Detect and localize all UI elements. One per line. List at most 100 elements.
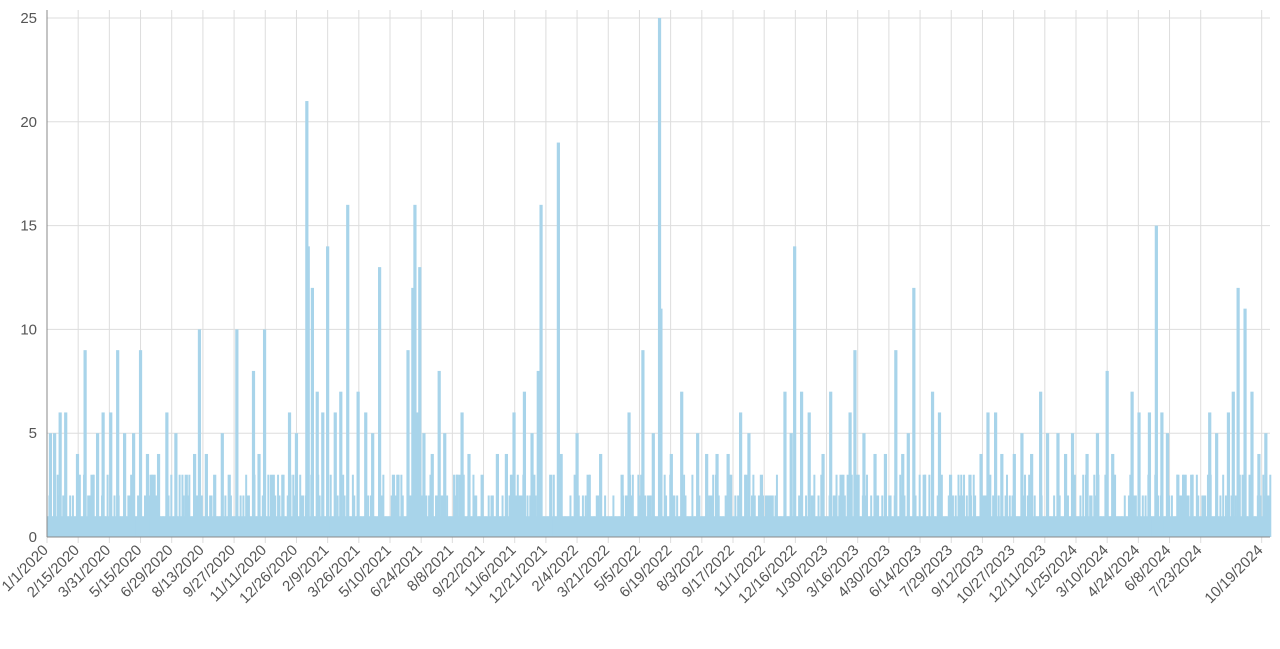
bar — [1137, 412, 1141, 537]
bar — [203, 516, 206, 537]
bar — [731, 516, 734, 537]
bar — [566, 516, 569, 537]
bar — [189, 516, 192, 537]
bar — [1066, 495, 1069, 537]
bar — [430, 453, 434, 537]
bar — [533, 474, 536, 537]
bar — [324, 516, 327, 537]
bar — [543, 516, 546, 537]
bar — [332, 516, 335, 537]
bar — [593, 516, 596, 537]
bar — [522, 391, 527, 537]
bar — [274, 495, 277, 537]
bar — [676, 495, 679, 537]
bar — [333, 412, 337, 537]
bar — [56, 474, 59, 537]
bar — [387, 516, 390, 537]
bar — [699, 516, 702, 537]
bar — [186, 495, 189, 537]
bar — [798, 495, 801, 537]
bar — [67, 516, 70, 537]
bar — [113, 495, 116, 537]
bar — [297, 516, 300, 537]
bar — [292, 474, 295, 537]
bar — [942, 516, 945, 537]
bar — [1222, 474, 1225, 537]
bar — [408, 495, 411, 537]
bar — [94, 516, 97, 537]
bar — [293, 495, 296, 537]
bar — [1224, 495, 1227, 537]
bar — [1129, 474, 1132, 537]
bar — [850, 474, 853, 537]
bar — [218, 516, 221, 537]
bar — [799, 391, 804, 537]
bar — [645, 516, 648, 537]
bar — [1250, 391, 1254, 537]
bar — [666, 516, 669, 537]
bar — [1115, 516, 1118, 537]
bar — [927, 516, 929, 537]
bar — [159, 516, 162, 537]
bar — [308, 516, 311, 537]
bar — [843, 495, 846, 537]
bar — [820, 474, 823, 537]
bar — [1098, 516, 1101, 537]
bar — [192, 453, 197, 537]
bar — [684, 495, 687, 537]
bar — [912, 287, 916, 537]
bar — [948, 474, 953, 537]
bar — [232, 516, 235, 537]
bar — [864, 495, 867, 537]
bar — [356, 391, 360, 537]
bar — [741, 516, 744, 537]
bar — [1068, 516, 1071, 537]
bar — [1073, 474, 1076, 537]
bar — [690, 516, 693, 537]
bar — [1259, 495, 1262, 537]
bar — [960, 474, 963, 537]
bar — [346, 204, 350, 537]
bar — [520, 495, 523, 537]
bar — [1208, 412, 1212, 537]
bar — [769, 495, 772, 537]
y-tick-label: 15 — [20, 218, 37, 235]
bar — [168, 516, 171, 537]
bar — [922, 474, 926, 537]
bar — [889, 495, 892, 537]
bar — [262, 329, 267, 537]
bar — [525, 516, 528, 537]
bar — [857, 474, 860, 537]
bar — [265, 516, 268, 537]
bar — [137, 495, 140, 537]
bar — [1082, 474, 1085, 537]
bar — [918, 474, 921, 537]
bar — [229, 495, 232, 537]
bar — [605, 516, 608, 537]
bar — [871, 516, 874, 537]
bar — [620, 474, 624, 537]
bar — [1085, 453, 1089, 537]
bar — [437, 370, 441, 537]
bar — [404, 516, 407, 537]
bar — [467, 453, 471, 537]
bar — [165, 412, 169, 537]
bar — [1095, 433, 1100, 537]
bar — [429, 474, 432, 537]
bar — [275, 516, 278, 537]
bar — [562, 516, 565, 537]
bar — [685, 516, 688, 537]
bar — [256, 516, 259, 537]
bar — [747, 433, 751, 537]
bar — [477, 516, 480, 537]
bar — [343, 495, 346, 537]
bar — [1220, 516, 1223, 537]
bar — [803, 516, 806, 537]
bar — [501, 495, 504, 537]
bar — [378, 267, 382, 537]
bar — [1109, 516, 1112, 537]
bars — [47, 18, 1272, 538]
bar — [526, 495, 529, 537]
bar — [353, 495, 356, 537]
bar — [1226, 412, 1231, 537]
